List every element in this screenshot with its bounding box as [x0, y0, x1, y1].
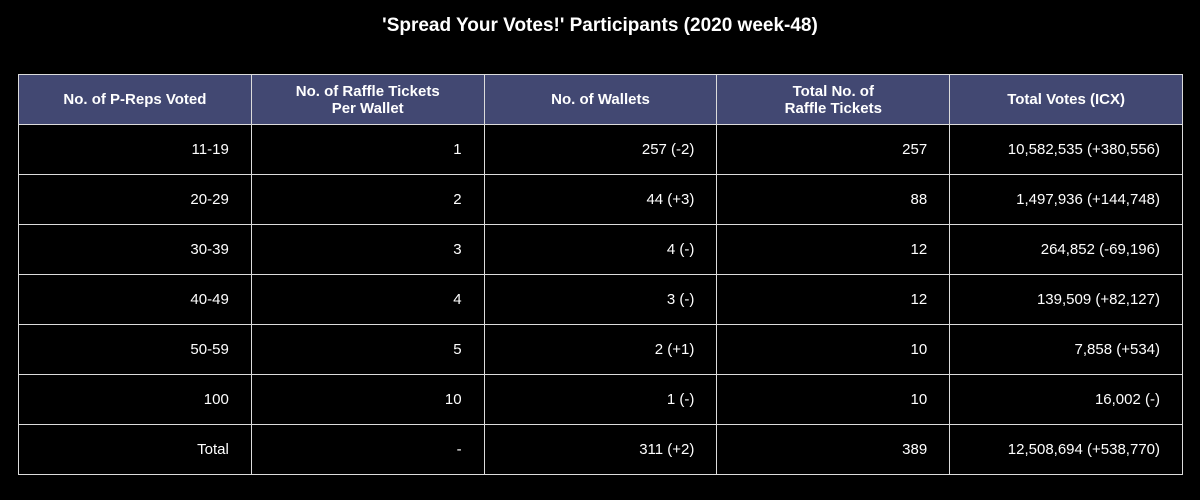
cell-total-raffle-tickets: 389	[716, 424, 951, 475]
cell-total-votes: 7,858 (+534)	[949, 324, 1183, 375]
column-header-total-raffle-tickets: Total No. of Raffle Tickets	[716, 74, 951, 125]
cell-wallets: 44 (+3)	[483, 174, 718, 225]
cell-p-reps-voted: 30-39	[18, 224, 252, 275]
table-row: 100 10 1 (-) 10 16,002 (-)	[18, 374, 1183, 425]
cell-total-votes: 16,002 (-)	[949, 374, 1183, 425]
cell-total-raffle-tickets: 257	[716, 124, 951, 175]
cell-raffle-tickets-per-wallet: 4	[250, 274, 485, 325]
cell-total-raffle-tickets: 12	[716, 274, 951, 325]
column-header-raffle-tickets-per-wallet: No. of Raffle Tickets Per Wallet	[250, 74, 485, 125]
cell-raffle-tickets-per-wallet: 3	[250, 224, 485, 275]
cell-total-raffle-tickets: 88	[716, 174, 951, 225]
cell-p-reps-voted: 100	[18, 374, 252, 425]
table-row: 50-59 5 2 (+1) 10 7,858 (+534)	[18, 324, 1183, 375]
column-header-total-votes: Total Votes (ICX)	[949, 74, 1183, 125]
cell-p-reps-voted: 11-19	[18, 124, 252, 175]
table-row: 11-19 1 257 (-2) 257 10,582,535 (+380,55…	[18, 124, 1183, 175]
column-header-wallets: No. of Wallets	[483, 74, 718, 125]
chart-title: 'Spread Your Votes!' Participants (2020 …	[382, 15, 818, 36]
table-row: 20-29 2 44 (+3) 88 1,497,936 (+144,748)	[18, 174, 1183, 225]
cell-raffle-tickets-per-wallet: 2	[250, 174, 485, 225]
cell-raffle-tickets-per-wallet: -	[250, 424, 485, 475]
table-row-total: Total - 311 (+2) 389 12,508,694 (+538,77…	[18, 424, 1183, 475]
cell-raffle-tickets-per-wallet: 1	[250, 124, 485, 175]
cell-total-votes: 139,509 (+82,127)	[949, 274, 1183, 325]
cell-wallets: 1 (-)	[483, 374, 718, 425]
cell-total-votes: 264,852 (-69,196)	[949, 224, 1183, 275]
cell-total-raffle-tickets: 10	[716, 324, 951, 375]
cell-p-reps-voted: 20-29	[18, 174, 252, 225]
cell-wallets: 3 (-)	[483, 274, 718, 325]
table-header-row: No. of P-Reps Voted No. of Raffle Ticket…	[18, 74, 1183, 125]
cell-p-reps-voted: 40-49	[18, 274, 252, 325]
cell-total-votes: 12,508,694 (+538,770)	[949, 424, 1183, 475]
table-row: 30-39 3 4 (-) 12 264,852 (-69,196)	[18, 224, 1183, 275]
cell-wallets: 4 (-)	[483, 224, 718, 275]
table-row: 40-49 4 3 (-) 12 139,509 (+82,127)	[18, 274, 1183, 325]
cell-total-raffle-tickets: 10	[716, 374, 951, 425]
cell-total-votes: 10,582,535 (+380,556)	[949, 124, 1183, 175]
cell-total-votes: 1,497,936 (+144,748)	[949, 174, 1183, 225]
column-header-p-reps-voted: No. of P-Reps Voted	[18, 74, 252, 125]
cell-raffle-tickets-per-wallet: 10	[250, 374, 485, 425]
cell-wallets: 257 (-2)	[483, 124, 718, 175]
cell-p-reps-voted: Total	[18, 424, 252, 475]
cell-p-reps-voted: 50-59	[18, 324, 252, 375]
cell-wallets: 2 (+1)	[483, 324, 718, 375]
cell-wallets: 311 (+2)	[483, 424, 718, 475]
cell-total-raffle-tickets: 12	[716, 224, 951, 275]
participants-table: No. of P-Reps Voted No. of Raffle Ticket…	[18, 74, 1183, 475]
cell-raffle-tickets-per-wallet: 5	[250, 324, 485, 375]
